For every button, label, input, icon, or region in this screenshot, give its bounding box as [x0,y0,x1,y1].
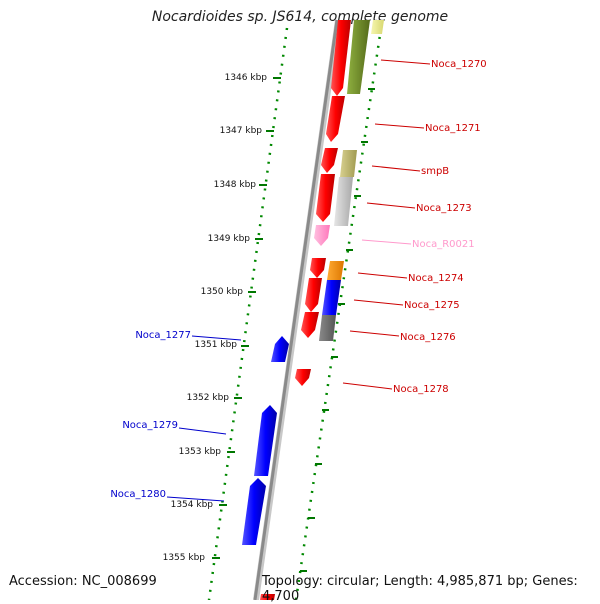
reverse-genes [242,336,289,545]
right-gene-labels: Noca_1270 Noca_1271 smpB Noca_1273 Noca_… [393,59,487,395]
cog-block-blue [322,280,341,315]
tick-labels: 1346 kbp 1347 kbp 1348 kbp 1349 kbp 1350… [163,73,268,563]
cog-block-khaki [340,150,357,177]
leader-line-noca-1275 [353,299,404,306]
gene-label-noca-1277[interactable]: Noca_1277 [135,330,191,341]
accession-text: Accession: NC_008699 [9,574,157,589]
outer-guide-line [207,27,289,600]
gene-arrow-noca-1278[interactable] [295,369,311,386]
leader-line-noca-1274 [357,272,408,279]
gene-label-noca-1275[interactable]: Noca_1275 [404,300,460,311]
tick-label-1353: 1353 kbp [179,447,222,457]
inner-guide-line [294,27,383,600]
gene-arrow-noca-1280[interactable] [242,478,266,545]
gene-arrow-noca-1271[interactable] [326,96,345,142]
gene-arrow-smpB[interactable] [321,148,338,173]
leader-line-noca-1279 [178,427,227,435]
gene-label-noca-1276[interactable]: Noca_1276 [400,332,456,343]
leader-line-noca-1278 [342,382,393,390]
tick-label-1355: 1355 kbp [163,553,206,563]
gene-arrow-noca-1276[interactable] [301,312,319,338]
gene-label-smpB[interactable]: smpB [421,166,449,177]
cog-block-orange [327,261,344,280]
forward-genes [260,20,351,600]
leader-line-noca-1280 [166,496,225,502]
gene-arrow-noca-1275[interactable] [305,278,322,312]
leader-line-noca-1276 [349,330,400,337]
cog-block-silver [334,177,353,226]
gene-arrow-noca-1277[interactable] [271,336,289,362]
left-gene-labels: Noca_1277 Noca_1279 Noca_1280 [110,330,191,500]
leader-line-noca-1277 [191,335,242,341]
tick-label-1354: 1354 kbp [171,500,214,510]
leader-line-noca-r0021 [361,239,412,245]
gene-label-noca-1273[interactable]: Noca_1273 [416,203,472,214]
tick-label-1352: 1352 kbp [187,393,230,403]
gene-arrow-noca-1274[interactable] [310,258,326,278]
leader-line-noca-1270 [380,59,431,65]
right-label-leaders [342,59,431,390]
left-label-leaders [166,335,242,502]
gene-arrow-noca-1273[interactable] [316,174,335,222]
gene-arrow-noca-r0021[interactable] [314,225,330,246]
tick-label-1350: 1350 kbp [201,287,244,297]
tick-label-1347: 1347 kbp [220,126,263,136]
tick-label-1346: 1346 kbp [225,73,268,83]
tick-label-1349: 1349 kbp [208,234,251,244]
gene-label-noca-1279[interactable]: Noca_1279 [122,420,178,431]
gene-label-noca-1270[interactable]: Noca_1270 [431,59,487,70]
cog-block-gray [319,315,336,341]
gene-label-noca-1274[interactable]: Noca_1274 [408,273,464,284]
tick-marks [212,77,375,572]
cog-block-yellow [371,20,384,34]
gene-arrow-noca-1279[interactable] [254,405,277,476]
genome-backbone-core [253,19,339,600]
gene-arrow-bottom[interactable] [260,594,275,600]
cog-track [319,20,384,341]
gene-label-noca-1271[interactable]: Noca_1271 [425,123,481,134]
leader-line-noca-1271 [374,123,425,129]
tick-label-1348: 1348 kbp [214,180,257,190]
tick-label-1351: 1351 kbp [195,340,238,350]
cog-block-olive [347,20,370,94]
leader-line-smpB [371,165,421,172]
gene-label-noca-r0021[interactable]: Noca_R0021 [412,239,475,250]
gene-label-noca-1280[interactable]: Noca_1280 [110,489,166,500]
leader-line-noca-1273 [366,202,416,209]
gene-arrow-noca-1270[interactable] [331,20,351,96]
gene-label-noca-1278[interactable]: Noca_1278 [393,384,449,395]
